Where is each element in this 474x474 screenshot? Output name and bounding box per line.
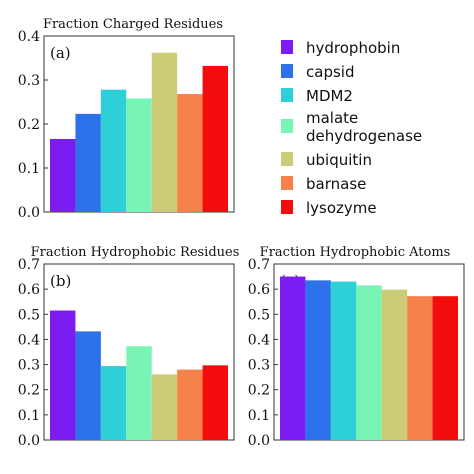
y-axis-ticks: 0.0 0.1 0.2 0.3 0.4 0.5 0.6 0.7 xyxy=(248,257,278,449)
panel-hydrophobic-residues: Fraction Hydrophobic Residues (b) 0.0 0.1… xyxy=(18,245,240,449)
y-tick-label: 0.6 xyxy=(18,282,40,298)
legend-swatch xyxy=(281,176,293,190)
y-tick-label: 0.3 xyxy=(18,358,40,374)
y-tick-label: 0.4 xyxy=(248,332,270,348)
bar-group xyxy=(280,276,458,440)
legend-swatch xyxy=(281,40,293,54)
bar-ubiquitin xyxy=(151,374,178,440)
legend-label-malate: malate xyxy=(306,109,358,127)
legend-label-mdm2: MDM2 xyxy=(306,87,353,105)
panel-charged-residues: Fraction Charged Residues (a) 0.00.10.20… xyxy=(18,17,235,221)
y-axis-ticks: 0.0 0.1 0.2 0.3 0.4 xyxy=(18,29,48,221)
bar-group xyxy=(50,52,228,212)
legend-swatch xyxy=(281,119,293,133)
legend-swatch xyxy=(281,88,293,102)
bar-capsid xyxy=(305,280,331,440)
y-tick-label: 0.2 xyxy=(18,383,40,399)
bar-malate-dehydrogenase xyxy=(126,98,152,212)
bar-barnase xyxy=(177,94,203,212)
bar-mdm2 xyxy=(100,366,127,440)
bar-ubiquitin xyxy=(151,52,178,212)
y-tick-label: 0.3 xyxy=(18,73,40,89)
panel-title: Fraction Hydrophobic Atoms xyxy=(260,245,451,260)
legend-label-capsid: capsid xyxy=(306,63,354,81)
y-tick-label: 0.6 xyxy=(248,282,270,298)
y-tick-label: 0.1 xyxy=(18,161,40,177)
bar-hydrophobin xyxy=(280,276,306,440)
panel-tag: (b) xyxy=(50,272,71,290)
bar-malate-dehydrogenase xyxy=(126,346,152,440)
y-axis-ticks: 0.0 0.1 0.2 0.3 0.4 0.5 0.6 0.7 xyxy=(18,257,48,449)
panel-title: Fraction Hydrophobic Residues xyxy=(31,245,240,260)
panel-title: Fraction Charged Residues xyxy=(43,17,223,32)
bar-barnase xyxy=(407,296,433,440)
y-tick-label: 0.1 xyxy=(248,408,270,424)
y-tick-label: 0.1 xyxy=(18,408,40,424)
legend-swatch xyxy=(281,200,293,214)
bar-lysozyme xyxy=(202,65,228,212)
y-tick-label: 0.2 xyxy=(18,117,40,133)
legend-label-dehydrogenase: dehydrogenase xyxy=(306,127,422,145)
y-tick-label: 0.5 xyxy=(248,307,270,323)
bar-hydrophobin xyxy=(50,138,76,212)
bar-ubiquitin xyxy=(381,289,408,440)
y-tick-label: 0.2 xyxy=(248,383,270,399)
legend: hydrophobin capsid MDM2 malate dehydroge… xyxy=(281,39,422,217)
legend-label-lysozyme: lysozyme xyxy=(306,199,377,217)
y-tick-label: 0.0 xyxy=(248,433,270,449)
panel-hydrophobic-atoms: Fraction Hydrophobic Atoms (c) 0.00.10.2… xyxy=(248,245,465,449)
y-tick-label: 0.0 xyxy=(18,205,40,221)
bar-hydrophobin xyxy=(50,310,76,440)
panel-tag: (a) xyxy=(50,44,71,62)
bar-mdm2 xyxy=(330,281,357,440)
bar-capsid xyxy=(75,331,101,440)
y-tick-label: 0.7 xyxy=(248,257,270,273)
y-tick-label: 0.4 xyxy=(18,29,40,45)
bar-lysozyme xyxy=(202,365,228,440)
bar-malate-dehydrogenase xyxy=(356,285,382,440)
y-tick-label: 0.3 xyxy=(248,358,270,374)
y-tick-label: 0.7 xyxy=(18,257,40,273)
bar-group xyxy=(50,310,228,440)
y-tick-label: 0.5 xyxy=(18,307,40,323)
y-tick-label: 0.0 xyxy=(18,433,40,449)
bar-lysozyme xyxy=(432,296,458,440)
y-tick-label: 0.4 xyxy=(18,332,40,348)
bar-capsid xyxy=(75,113,101,212)
legend-label-ubiquitin: ubiquitin xyxy=(306,151,372,169)
legend-label-barnase: barnase xyxy=(306,175,366,193)
bar-mdm2 xyxy=(100,89,127,212)
legend-swatch xyxy=(281,152,293,166)
legend-swatch xyxy=(281,64,293,78)
bar-barnase xyxy=(177,369,203,440)
legend-label-hydrophobin: hydrophobin xyxy=(306,39,400,57)
